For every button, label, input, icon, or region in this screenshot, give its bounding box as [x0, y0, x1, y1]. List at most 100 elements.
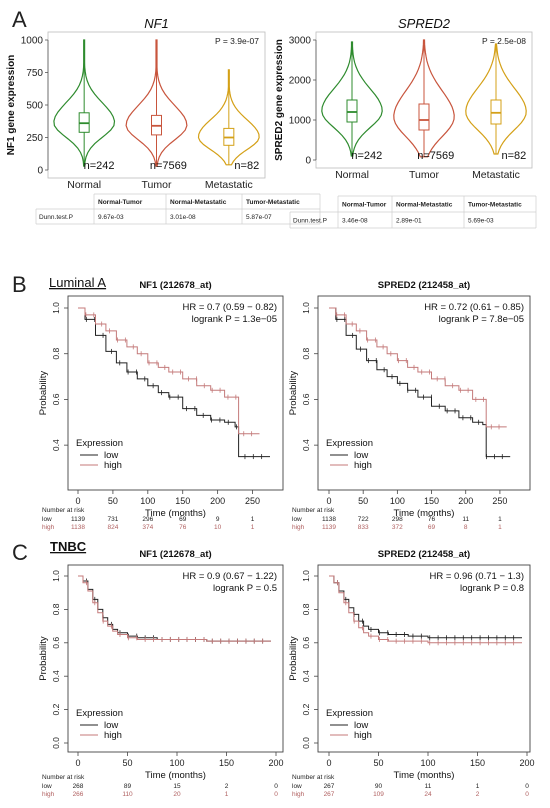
risk-row-label: high [292, 524, 305, 531]
risk-value: 69 [428, 524, 436, 531]
table-cell-value: 3.46e-08 [342, 218, 368, 225]
km-chart-tnbc-spred2: SPRED2 (212458_at) HR = 0.96 (0.71 − 1.3)… [288, 549, 535, 798]
y-tick-label: 500 [26, 101, 43, 112]
p-value: P = 3.9e-07 [215, 36, 259, 46]
x-tick-label: 200 [519, 758, 534, 768]
risk-value: 731 [107, 516, 118, 523]
survival-curve-high [329, 307, 507, 428]
risk-value: 374 [142, 524, 153, 531]
count-label: n=242 [351, 150, 382, 162]
x-tick-label: 150 [470, 758, 485, 768]
risk-value: 11 [462, 516, 469, 523]
hazard-ratio: HR = 0.7 (0.59 − 0.82) [182, 302, 277, 313]
table-row-label: Dunn.test.P [39, 214, 73, 221]
count-label: n=7569 [417, 150, 454, 162]
chart-title: SPRED2 (212458_at) [378, 549, 470, 560]
x-category-label: Tumor [409, 169, 439, 181]
panel-letter-c: C [12, 540, 28, 565]
x-category-label: Tumor [142, 179, 172, 191]
risk-value: 266 [73, 791, 84, 798]
risk-value: 0 [274, 783, 278, 790]
risk-value: 15 [173, 783, 181, 790]
risk-value: 267 [324, 791, 335, 798]
risk-value: 268 [73, 783, 84, 790]
y-tick-label: 0.4 [51, 670, 61, 682]
p-value: P = 2.5e-08 [482, 36, 526, 46]
risk-table-title: Number at risk [292, 507, 335, 514]
chart-title: NF1 [144, 16, 169, 31]
risk-table-title: Number at risk [42, 507, 85, 514]
risk-value: 0 [274, 791, 278, 798]
risk-value: 1 [251, 524, 255, 531]
box-iqr [346, 99, 358, 123]
risk-value: 2 [476, 791, 480, 798]
survival-curve-low [329, 307, 511, 458]
risk-value: 0 [525, 783, 529, 790]
y-tick-label: 1000 [21, 36, 44, 47]
x-tick-label: 50 [373, 758, 383, 768]
risk-row-label: high [42, 791, 55, 798]
chart-title: SPRED2 (212458_at) [378, 280, 470, 291]
x-tick-label: 150 [219, 758, 234, 768]
x-tick-label: 200 [210, 496, 225, 506]
risk-row-label: high [292, 791, 305, 798]
x-tick-label: 100 [420, 758, 435, 768]
legend-label-low: low [354, 720, 368, 731]
risk-row-label: low [42, 516, 52, 523]
y-axis-label: SPRED2 gene expression [274, 39, 285, 161]
survival-curve-high [78, 307, 260, 435]
x-tick-label: 250 [492, 496, 507, 506]
y-tick-label: 2000 [289, 76, 312, 87]
risk-value: 9 [216, 516, 220, 523]
legend-title: Expression [326, 708, 373, 719]
hazard-ratio: HR = 0.9 (0.67 − 1.22) [182, 571, 277, 582]
y-tick-label: 1000 [289, 116, 312, 127]
km-chart-luminal-spred2: SPRED2 (212458_at) HR = 0.72 (0.61 − 0.85… [288, 280, 531, 531]
risk-value: 833 [358, 524, 369, 531]
table-cell-value: 2.89e-01 [396, 218, 422, 225]
y-axis-label: Probability [288, 371, 299, 416]
risk-value: 76 [428, 516, 436, 523]
risk-value: 109 [373, 791, 384, 798]
risk-value: 1 [476, 783, 480, 790]
table-cell-value: 5.87e-07 [246, 214, 272, 221]
x-tick-label: 50 [358, 496, 368, 506]
risk-value: 372 [392, 524, 403, 531]
plot-frame [67, 564, 284, 753]
risk-value: 89 [124, 783, 132, 790]
risk-table-title: Number at risk [42, 774, 85, 781]
risk-row-label: high [42, 524, 55, 531]
x-category-label: Normal [335, 169, 369, 181]
logrank-p: logrank P = 0.5 [213, 583, 277, 594]
logrank-p: logrank P = 0.8 [460, 583, 524, 594]
table-column-header: Normal-Tumor [342, 202, 387, 209]
y-tick-label: 0.8 [301, 603, 311, 615]
risk-value: 1139 [322, 524, 336, 531]
x-tick-label: 200 [458, 496, 473, 506]
x-tick-label: 50 [122, 758, 132, 768]
risk-value: 20 [173, 791, 181, 798]
panel-c-subtitle: TNBC [50, 539, 87, 554]
plot-frame [317, 564, 531, 753]
count-label: n=82 [234, 160, 259, 172]
y-tick-label: 0 [37, 166, 43, 177]
legend-label-high: high [104, 460, 122, 471]
y-tick-label: 0.8 [51, 348, 61, 360]
x-tick-label: 0 [75, 496, 80, 506]
risk-value: 1138 [322, 516, 336, 523]
risk-value: 11 [425, 783, 432, 790]
survival-curve-low [329, 575, 522, 639]
y-tick-label: 0.6 [51, 393, 61, 405]
y-axis-label: Probability [38, 371, 49, 416]
risk-row-label: low [42, 783, 52, 790]
legend-title: Expression [76, 708, 123, 719]
table-column-header: Tumor-Metastatic [246, 199, 300, 206]
risk-row-label: low [292, 783, 302, 790]
x-axis-label: Time (months) [145, 770, 206, 781]
risk-value: 1139 [71, 516, 85, 523]
x-tick-label: 100 [390, 496, 405, 506]
y-tick-label: 0.4 [51, 439, 61, 451]
legend-label-high: high [354, 460, 372, 471]
x-tick-label: 50 [108, 496, 118, 506]
y-tick-label: 0.4 [301, 439, 311, 451]
